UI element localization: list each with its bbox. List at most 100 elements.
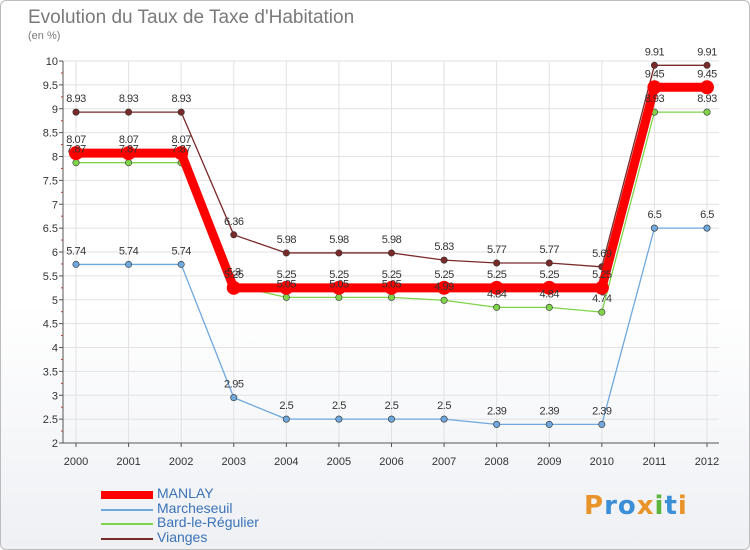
x-tick-label: 2010 (590, 456, 614, 468)
data-point-bard-le-régulier (440, 296, 448, 304)
data-point-vianges (493, 259, 501, 267)
data-point-vianges (230, 231, 238, 239)
data-point-manlay (279, 280, 294, 295)
x-tick-label: 2003 (222, 456, 246, 468)
x-tick-label: 2002 (169, 456, 193, 468)
data-label: 5.77 (540, 244, 560, 256)
data-point-vianges (177, 108, 185, 116)
data-label: 5.74 (119, 245, 139, 257)
data-label: 4.84 (540, 288, 560, 300)
data-label: 4.99 (434, 281, 454, 293)
logo-letter: x (636, 491, 655, 521)
data-label: 8.93 (645, 93, 665, 105)
data-point-marcheseuil (703, 224, 711, 232)
data-point-marcheseuil (440, 415, 448, 423)
grid-layer (63, 60, 719, 444)
data-label: 8.93 (66, 93, 86, 105)
data-point-marcheseuil (545, 420, 553, 428)
data-point-vianges (282, 249, 290, 257)
data-point-manlay (647, 80, 662, 95)
data-point-manlay (700, 80, 714, 95)
data-label: 2.5 (385, 400, 399, 412)
data-label: 8.93 (171, 93, 191, 105)
data-labels-layer: 8.93 8.93 8.93 6.36 5.98 5.98 5.98 5.83 5.77 5.77… (66, 46, 717, 417)
data-label: 5.25 (540, 269, 560, 281)
data-point-marcheseuil (650, 224, 658, 232)
data-point-bard-le-régulier (282, 293, 290, 301)
data-point-manlay (384, 280, 399, 295)
data-point-vianges (650, 61, 658, 69)
data-point-marcheseuil (335, 415, 343, 423)
y-tick-label: 6 (52, 247, 58, 259)
y-tick-label: 3 (52, 390, 58, 402)
data-label: 9.45 (697, 68, 717, 80)
data-label: 5.98 (329, 234, 349, 246)
axes-layer: 2 2.5 3 3.5 4 4.5 5 5.5 6 6.5 7 7.5 8 8.5 9 9.5 10 2000 20… (43, 56, 720, 468)
logo-letter: r (604, 491, 618, 521)
data-label: 2.39 (487, 405, 507, 417)
data-point-marcheseuil (387, 415, 395, 423)
data-label: 5.98 (277, 234, 297, 246)
data-label: 5.25 (487, 269, 507, 281)
data-point-bard-le-régulier (125, 159, 133, 167)
data-label: 5.74 (66, 245, 86, 257)
data-label: 8.93 (119, 93, 139, 105)
data-point-marcheseuil (598, 420, 606, 428)
data-label: 9.91 (645, 46, 665, 58)
logo-letter: t (664, 491, 678, 521)
data-label: 2.5 (332, 400, 346, 412)
y-tick-label: 7 (52, 199, 58, 211)
logo-letter: i (654, 491, 665, 521)
x-tick-label: 2000 (64, 456, 88, 468)
y-tick-label: 2 (52, 438, 58, 450)
data-point-manlay (174, 146, 189, 161)
y-tick-label: 2.5 (43, 414, 58, 426)
data-point-vianges (440, 256, 448, 264)
data-point-marcheseuil (177, 260, 185, 268)
data-label: 5.83 (434, 241, 454, 253)
y-tick-label: 3.5 (43, 366, 58, 378)
data-point-manlay (542, 280, 557, 295)
y-tick-label: 5.5 (43, 271, 58, 283)
data-label: 5.25 (592, 269, 612, 281)
data-point-vianges (387, 249, 395, 257)
legend-label: Bard-le-Régulier (157, 514, 259, 530)
x-tick-label: 2005 (327, 456, 351, 468)
data-label: 2.39 (540, 405, 560, 417)
data-label: 2.5 (437, 400, 451, 412)
data-label: 7.87 (119, 144, 139, 156)
data-point-bard-le-régulier (703, 108, 711, 116)
y-tick-label: 9.5 (43, 80, 58, 92)
x-tick-label: 2009 (537, 456, 561, 468)
data-point-marcheseuil (72, 260, 80, 268)
data-label: 5.25 (434, 269, 454, 281)
legend-swatch (101, 509, 153, 511)
data-label: 5.25 (329, 269, 349, 281)
data-point-vianges (72, 108, 80, 116)
data-label: 8.07 (66, 134, 86, 146)
x-tick-label: 2001 (116, 456, 140, 468)
data-label: 5.25 (382, 269, 402, 281)
data-label: 5.05 (277, 278, 297, 290)
data-point-bard-le-régulier (598, 308, 606, 316)
data-label: 5.25 (277, 269, 297, 281)
x-tick-label: 2004 (274, 456, 298, 468)
data-label: 5.05 (382, 278, 402, 290)
y-tick-label: 5 (52, 295, 58, 307)
data-point-bard-le-régulier (493, 303, 501, 311)
legend-label: Marcheseuil (157, 500, 233, 516)
data-point-manlay (437, 280, 452, 295)
data-point-marcheseuil (125, 260, 133, 268)
data-point-manlay (121, 146, 136, 161)
data-label: 9.91 (697, 46, 717, 58)
y-tick-label: 7.5 (43, 175, 58, 187)
data-label: 5.74 (171, 245, 191, 257)
data-point-vianges (125, 108, 133, 116)
data-point-marcheseuil (230, 394, 238, 402)
data-label: 2.39 (592, 405, 612, 417)
x-tick-label: 2007 (432, 456, 456, 468)
data-label: 8.93 (697, 93, 717, 105)
data-label: 7.87 (171, 144, 191, 156)
y-tick-label: 4 (52, 343, 58, 355)
